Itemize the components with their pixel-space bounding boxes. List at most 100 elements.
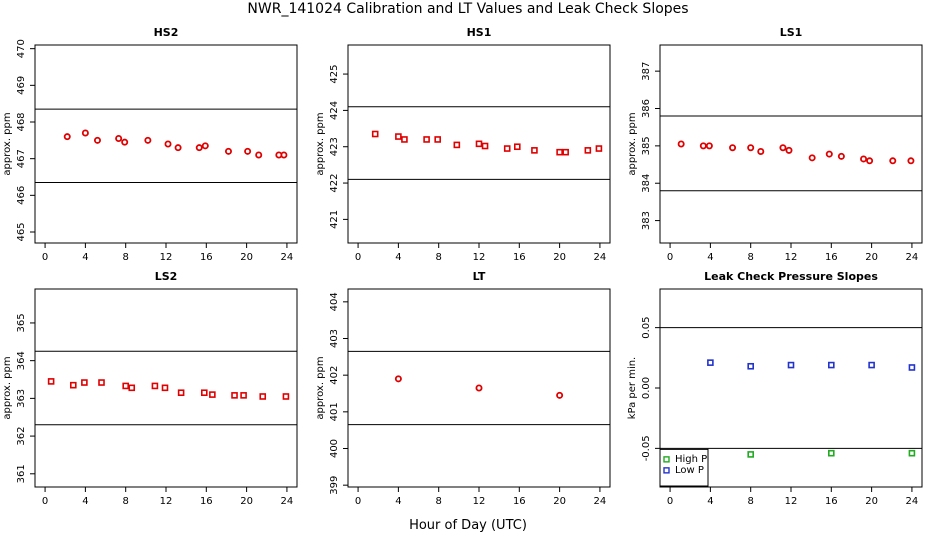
chart-5-plot-frame	[347, 288, 611, 488]
chart-2-series-1-point	[434, 136, 441, 143]
chart-4-series-1-point	[81, 379, 88, 386]
chart-6-legend-swatch	[663, 456, 670, 463]
chart-1-x-tick-label: 20	[240, 252, 253, 263]
chart-4-y-tick-label: 364	[16, 351, 27, 370]
chart-4-x-tick-label: 12	[160, 496, 173, 507]
chart-3-series-1-point	[785, 146, 793, 154]
chart-3-x-tick-label: 16	[825, 252, 838, 263]
chart-1-series-1-point	[201, 142, 209, 150]
chart-1-series-1-point	[115, 134, 123, 142]
chart-4-title: LS2	[155, 270, 178, 283]
main-title: NWR_141024 Calibration and LT Values and…	[247, 1, 689, 17]
chart-4-series-1-point	[69, 381, 77, 389]
chart-4-series-1-point	[161, 384, 169, 392]
chart-4-x-tick-label: 24	[281, 496, 294, 507]
chart-5-series-1-point	[394, 375, 402, 383]
chart-4-x-tick-label: 16	[200, 496, 213, 507]
chart-2-x-tick-label: 4	[395, 252, 401, 263]
chart-3-y-tick-label: 383	[641, 211, 652, 230]
chart-5-x-tick-label: 8	[436, 496, 442, 507]
chart-5-y-tick-label: 403	[329, 329, 340, 348]
chart-2-series-1-point	[513, 143, 521, 151]
chart-3-series-1-point	[699, 142, 707, 150]
chart-6-x-tick-label: 12	[785, 496, 798, 507]
chart-5-series-1-point	[556, 391, 564, 399]
chart-4-y-tick-label: 365	[16, 313, 27, 332]
chart-5-y-tick-label: 399	[329, 476, 340, 495]
chart-3-series-1-point	[837, 152, 845, 160]
chart-5-x-tick-label: 4	[395, 496, 401, 507]
chart-1-x-tick-label: 16	[200, 252, 213, 263]
chart-1-series-1-point	[244, 147, 252, 155]
chart-3-y-tick-label: 386	[641, 99, 652, 118]
chart-2-series-1-point	[556, 148, 563, 156]
chart-1-series-1-point	[224, 147, 232, 155]
chart-4-series-1-point	[151, 382, 159, 390]
chart-5-y-tick-label: 402	[329, 366, 340, 385]
chart-4-x-tick-label: 0	[42, 496, 48, 507]
chart-3-y-tick-label: 387	[641, 62, 652, 81]
chart-6-title: Leak Check Pressure Slopes	[704, 270, 878, 283]
chart-5-x-tick-label: 0	[355, 496, 361, 507]
chart-3-series-1-point	[705, 142, 713, 150]
chart-2-series-1-point	[371, 130, 379, 138]
chart-4-series-1-point	[209, 391, 216, 398]
chart-2-title: HS1	[467, 26, 492, 39]
chart-5-y-tick-label: 400	[329, 439, 340, 458]
chart-1-y-tick-label: 465	[16, 222, 27, 241]
chart-2-y-tick-label: 425	[329, 65, 340, 84]
chart-2-plot-frame	[347, 44, 611, 244]
chart-1-x-tick-label: 12	[160, 252, 173, 263]
chart-5-y-tick-label: 401	[329, 402, 340, 421]
chart-6-series-2-point	[787, 361, 795, 369]
chart-3-x-tick-label: 20	[865, 252, 878, 263]
chart-1-series-1-point	[63, 133, 71, 141]
chart-3-series-1-point	[808, 154, 816, 162]
chart-6-y-tick-label: 0.05	[641, 317, 652, 339]
chart-1-y-tick-label: 469	[16, 76, 27, 95]
chart-1-y-tick-label: 466	[16, 186, 27, 205]
chart-1-y-tick-label: 467	[16, 149, 27, 168]
chart-6-y-axis-label: kPa per min.	[627, 357, 638, 420]
chart-6-series-2-point	[747, 362, 754, 370]
chart-6-series-2-point	[908, 364, 916, 371]
chart-5-x-tick-label: 20	[553, 496, 566, 507]
chart-4-x-tick-label: 4	[82, 496, 88, 507]
chart-3-series-1-point	[779, 144, 787, 152]
chart-5-series-1-point	[475, 384, 483, 392]
chart-6-x-tick-label: 16	[825, 496, 838, 507]
chart-3-series-1-point	[825, 150, 833, 158]
chart-2-series-1-point	[395, 133, 402, 140]
chart-4-y-tick-label: 361	[16, 464, 27, 483]
chart-4-x-tick-label: 20	[240, 496, 253, 507]
chart-4-series-1-point	[200, 389, 208, 397]
chart-6-x-tick-label: 0	[667, 496, 673, 507]
chart-4-y-tick-label: 363	[16, 389, 27, 408]
chart-4-series-1-point	[122, 382, 129, 390]
chart-2-panel: HS1 approx. ppm 0 4 8 12 16 20 24 421 422 423 424 425	[315, 26, 611, 263]
chart-1-title: HS2	[154, 26, 179, 39]
chart-1-panel: HS2 approx. ppm 0 4 8 12 16 20 24 465 466 467 468 469…	[2, 26, 298, 263]
chart-5-y-axis-label: approx. ppm	[315, 356, 326, 419]
chart-2-y-axis-label: approx. ppm	[315, 112, 326, 175]
chart-4-series-1-point	[47, 378, 55, 385]
chart-6-y-tick-label: 0.00	[641, 377, 652, 399]
chart-2-series-1-point	[584, 147, 592, 154]
chart-3-panel: LS1 approx. ppm 0 4 8 12 16 20 24 383 384 385 386 387	[627, 26, 923, 263]
chart-1-series-1-point	[164, 140, 172, 148]
chart-1-series-1-point	[121, 138, 129, 146]
chart-6-series-1-point	[747, 451, 754, 458]
chart-6-y-tick-label: -0.05	[641, 435, 652, 461]
chart-1-series-1-point	[174, 144, 182, 152]
chart-6-legend-swatch	[663, 467, 670, 474]
chart-5-y-tick-label: 404	[329, 292, 340, 311]
chart-2-series-1-point	[453, 141, 461, 149]
chart-5-x-tick-label: 12	[473, 496, 486, 507]
chart-2-y-tick-label: 422	[329, 174, 340, 193]
chart-5-panel: LT approx. ppm 0 4 8 12 16 20 24 399 400 401 402 403 4…	[315, 270, 611, 507]
chart-6-series-2-point	[868, 361, 875, 369]
chart-4-x-tick-label: 8	[123, 496, 129, 507]
chart-2-x-tick-label: 24	[594, 252, 607, 263]
